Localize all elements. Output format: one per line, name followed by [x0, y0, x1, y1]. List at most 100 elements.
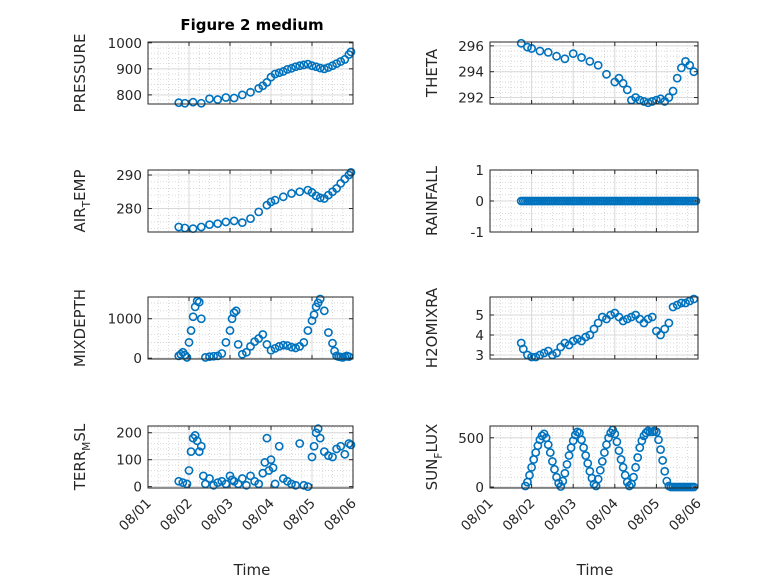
y-tick-label: 800 — [116, 88, 142, 104]
data-point — [668, 302, 678, 312]
data-point — [196, 98, 206, 108]
data-point — [309, 310, 319, 320]
data-point — [516, 38, 526, 48]
data-point — [229, 216, 239, 226]
data-point — [558, 476, 568, 486]
data-point — [616, 455, 626, 464]
data-point — [527, 352, 536, 362]
data-point — [595, 465, 605, 475]
data-point — [268, 463, 278, 473]
data-point — [213, 219, 223, 229]
x-axis-label-right: Time — [576, 561, 614, 579]
data-point — [593, 60, 603, 70]
y-axis-label: H2OMIXRA — [423, 287, 441, 368]
data-point — [656, 330, 665, 340]
data-point — [229, 308, 239, 318]
data-point — [631, 462, 640, 472]
data-point — [610, 429, 620, 439]
y-tick-label: 294 — [458, 65, 484, 81]
data-point — [539, 348, 549, 358]
data-point — [525, 470, 534, 480]
data-point — [622, 85, 632, 95]
data-point — [662, 476, 672, 486]
data-point — [307, 452, 317, 462]
axes-box — [489, 41, 699, 105]
data-point — [552, 348, 561, 358]
y-axis-label: SUNFLUX — [423, 424, 445, 491]
data-point — [221, 93, 231, 102]
axes-box — [147, 425, 354, 489]
data-point — [622, 314, 632, 324]
data-point — [237, 90, 247, 100]
data-point — [287, 63, 296, 73]
data-point — [585, 330, 595, 340]
data-point — [633, 453, 643, 462]
data-point — [614, 446, 624, 456]
data-point — [518, 344, 528, 354]
data-point — [282, 341, 292, 350]
y-axis-label: TERRMSL — [71, 423, 93, 491]
data-point — [315, 294, 325, 304]
data-point — [323, 328, 333, 337]
data-point — [309, 441, 319, 451]
data-point — [196, 222, 206, 232]
data-point — [654, 435, 663, 445]
data-point — [629, 472, 638, 482]
axes-box — [489, 425, 699, 489]
data-point — [205, 220, 214, 230]
data-point — [315, 63, 325, 73]
data-point — [174, 476, 184, 486]
subplot-2: 292 294 296 THETA — [423, 38, 699, 108]
data-point — [560, 338, 570, 348]
data-point — [266, 345, 276, 355]
data-point — [186, 326, 196, 335]
data-point — [579, 443, 588, 453]
data-point — [266, 197, 276, 207]
data-point — [647, 97, 657, 106]
data-point — [303, 59, 313, 69]
y-tick-label: 500 — [458, 431, 484, 447]
data-point — [241, 347, 251, 357]
data-point — [209, 351, 218, 361]
data-point — [295, 61, 305, 71]
y-axis-label-part: SL — [71, 423, 89, 442]
y-tick-label: 200 — [116, 426, 142, 442]
data-point — [186, 447, 196, 457]
data-point — [523, 42, 532, 52]
data-point — [205, 352, 214, 362]
data-point — [184, 466, 194, 475]
data-point — [564, 451, 574, 460]
data-point — [548, 457, 557, 466]
y-axis-label-part: EMP — [71, 170, 89, 201]
data-point — [246, 471, 255, 481]
data-point — [274, 441, 284, 451]
data-point — [612, 437, 622, 447]
y-tick-label: 900 — [116, 62, 142, 78]
data-point — [589, 324, 599, 334]
data-point — [537, 431, 547, 441]
data-point — [593, 318, 603, 328]
subplot-4: -1 0 1 RAINFALL — [423, 163, 701, 241]
data-point — [295, 187, 305, 197]
y-tick-label: 1 — [475, 163, 484, 179]
data-point — [340, 449, 350, 459]
data-point — [278, 192, 288, 202]
x-axis-label-left: Time — [233, 561, 271, 579]
data-point — [550, 464, 559, 474]
data-point — [274, 341, 284, 351]
data-point — [307, 61, 317, 71]
data-point — [583, 458, 593, 468]
data-point — [184, 338, 194, 347]
data-point — [681, 298, 690, 308]
data-point — [311, 62, 321, 72]
data-point — [200, 353, 210, 362]
data-point — [328, 338, 337, 348]
data-point — [641, 428, 651, 438]
data-point — [643, 98, 653, 108]
subplot-3: 280 290 AIRTEMP — [71, 167, 356, 234]
data-point — [254, 207, 264, 217]
data-point — [618, 316, 628, 326]
axes-box — [147, 41, 354, 105]
